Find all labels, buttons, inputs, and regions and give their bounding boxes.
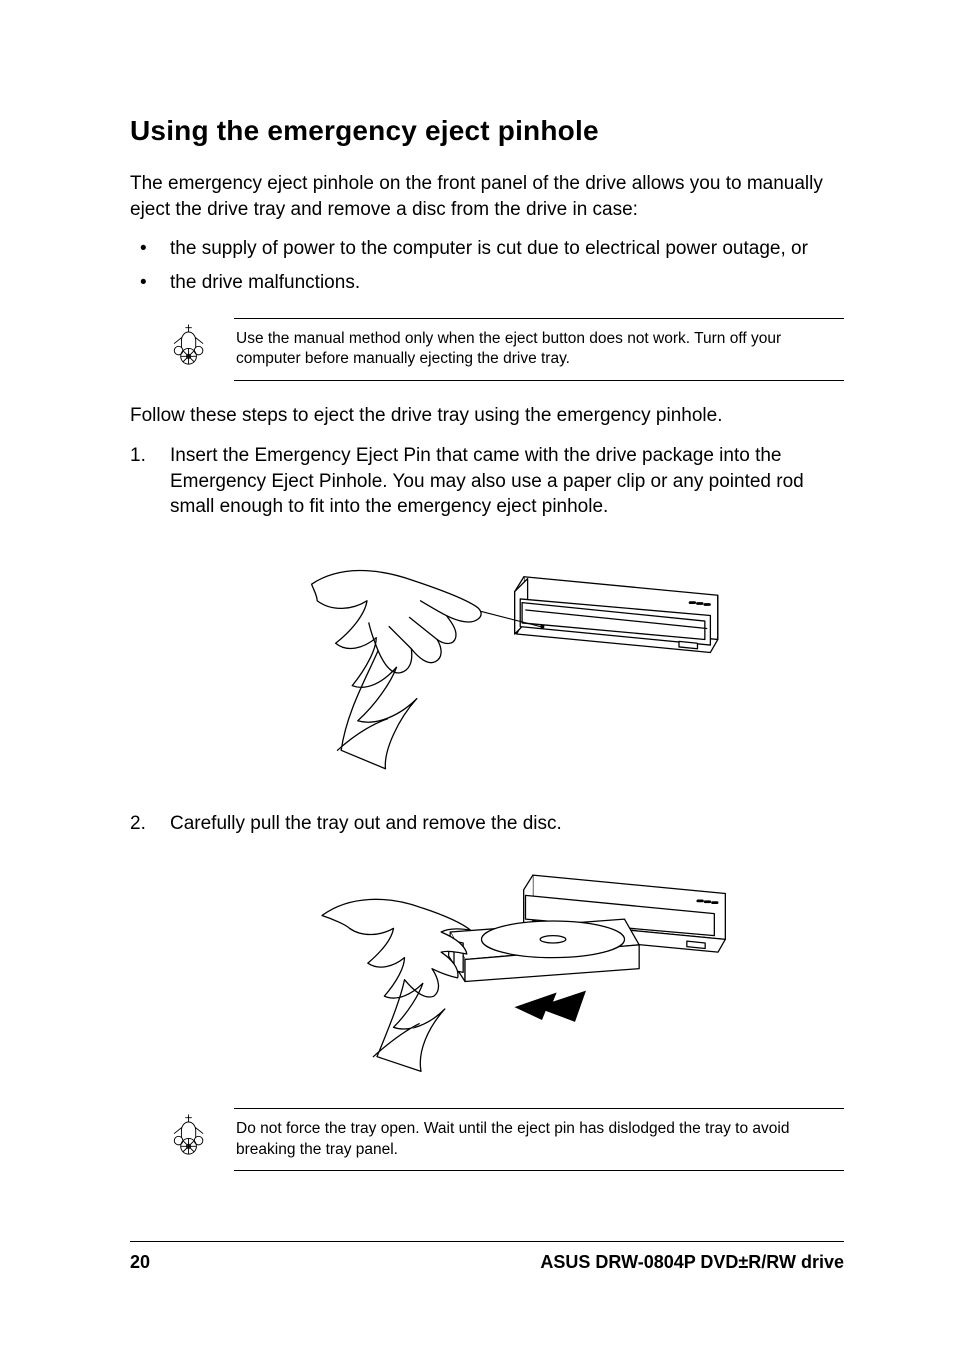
note-icon: [168, 322, 212, 377]
list-item: the supply of power to the computer is c…: [130, 236, 844, 262]
page-footer: 20 ASUS DRW-0804P DVD±R/RW drive: [130, 1241, 844, 1273]
bullet-list: the supply of power to the computer is c…: [130, 236, 844, 295]
note-text: Use the manual method only when the ejec…: [234, 318, 844, 382]
intro-paragraph: The emergency eject pinhole on the front…: [130, 171, 844, 222]
page-title: Using the emergency eject pinhole: [130, 115, 844, 147]
note-text: Do not force the tray open. Wait until t…: [234, 1108, 844, 1172]
list-item: the drive malfunctions.: [130, 270, 844, 296]
note-callout: Do not force the tray open. Wait until t…: [168, 1108, 844, 1172]
note-icon: [168, 1112, 212, 1167]
steps-list-cont: Carefully pull the tray out and remove t…: [130, 811, 844, 837]
footer-doc-title: ASUS DRW-0804P DVD±R/RW drive: [540, 1252, 844, 1273]
figure-insert-pin: [130, 538, 844, 783]
follow-paragraph: Follow these steps to eject the drive tr…: [130, 403, 844, 429]
steps-list: Insert the Emergency Eject Pin that came…: [130, 443, 844, 520]
page-number: 20: [130, 1252, 150, 1273]
figure-pull-tray: [130, 855, 844, 1080]
list-item: Carefully pull the tray out and remove t…: [130, 811, 844, 837]
note-callout: Use the manual method only when the ejec…: [168, 318, 844, 382]
list-item: Insert the Emergency Eject Pin that came…: [130, 443, 844, 520]
